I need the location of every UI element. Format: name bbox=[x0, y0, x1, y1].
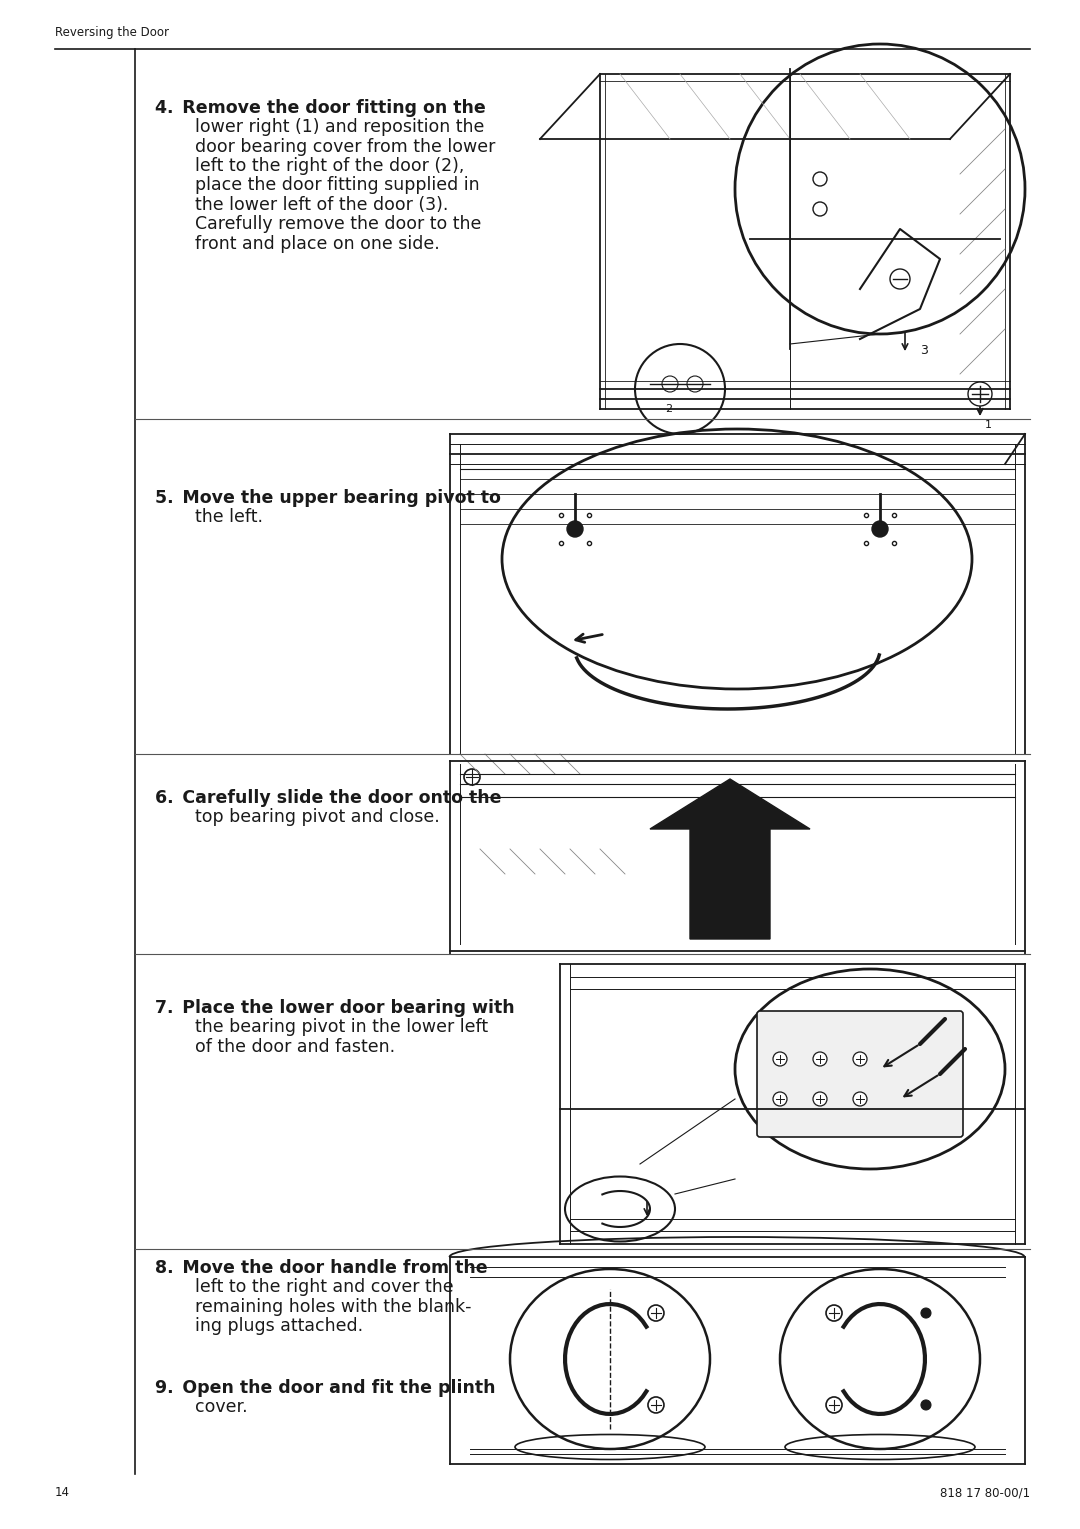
Text: 9. Open the door and fit the plinth: 9. Open the door and fit the plinth bbox=[156, 1379, 496, 1398]
FancyBboxPatch shape bbox=[757, 1011, 963, 1138]
Text: cover.: cover. bbox=[195, 1399, 247, 1416]
Circle shape bbox=[853, 1052, 867, 1066]
Circle shape bbox=[921, 1401, 931, 1410]
Text: Carefully remove the door to the: Carefully remove the door to the bbox=[195, 216, 482, 234]
Text: door bearing cover from the lower: door bearing cover from the lower bbox=[195, 138, 496, 156]
Text: 818 17 80-00/1: 818 17 80-00/1 bbox=[940, 1486, 1030, 1498]
Circle shape bbox=[872, 521, 888, 537]
Text: 8. Move the door handle from the: 8. Move the door handle from the bbox=[156, 1258, 488, 1277]
Text: lower right (1) and reposition the: lower right (1) and reposition the bbox=[195, 118, 484, 136]
Circle shape bbox=[826, 1398, 842, 1413]
Circle shape bbox=[648, 1306, 664, 1321]
Text: 7. Place the lower door bearing with: 7. Place the lower door bearing with bbox=[156, 998, 515, 1017]
Circle shape bbox=[853, 1092, 867, 1105]
Text: 4. Remove the door fitting on the: 4. Remove the door fitting on the bbox=[156, 99, 486, 118]
Circle shape bbox=[813, 1052, 827, 1066]
Text: of the door and fasten.: of the door and fasten. bbox=[195, 1038, 395, 1055]
Text: front and place on one side.: front and place on one side. bbox=[195, 234, 440, 252]
Text: Reversing the Door: Reversing the Door bbox=[55, 26, 168, 40]
Circle shape bbox=[826, 1306, 842, 1321]
Text: left to the right and cover the: left to the right and cover the bbox=[195, 1278, 454, 1297]
Text: place the door fitting supplied in: place the door fitting supplied in bbox=[195, 176, 480, 194]
Text: remaining holes with the blank-: remaining holes with the blank- bbox=[195, 1298, 472, 1316]
Polygon shape bbox=[650, 778, 810, 939]
Circle shape bbox=[648, 1398, 664, 1413]
Circle shape bbox=[773, 1052, 787, 1066]
Text: 14: 14 bbox=[55, 1486, 70, 1498]
Text: the left.: the left. bbox=[195, 508, 264, 526]
Circle shape bbox=[464, 769, 480, 784]
Text: 1: 1 bbox=[985, 420, 993, 430]
Text: 3: 3 bbox=[920, 344, 928, 356]
Text: left to the right of the door (2),: left to the right of the door (2), bbox=[195, 157, 464, 176]
Text: 6. Carefully slide the door onto the: 6. Carefully slide the door onto the bbox=[156, 789, 501, 807]
Circle shape bbox=[773, 1092, 787, 1105]
Text: 2: 2 bbox=[665, 404, 672, 414]
Text: the bearing pivot in the lower left: the bearing pivot in the lower left bbox=[195, 1018, 488, 1037]
Text: top bearing pivot and close.: top bearing pivot and close. bbox=[195, 809, 440, 826]
Text: ing plugs attached.: ing plugs attached. bbox=[195, 1316, 363, 1335]
Circle shape bbox=[813, 1092, 827, 1105]
Circle shape bbox=[567, 521, 583, 537]
Text: the lower left of the door (3).: the lower left of the door (3). bbox=[195, 196, 448, 214]
Circle shape bbox=[921, 1307, 931, 1318]
Text: 5. Move the upper bearing pivot to: 5. Move the upper bearing pivot to bbox=[156, 489, 501, 508]
